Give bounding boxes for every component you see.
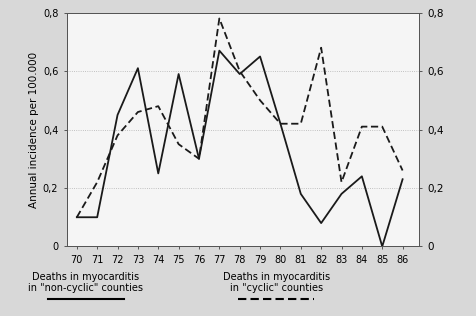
Text: Deaths in myocarditis
in "cyclic" counties: Deaths in myocarditis in "cyclic" counti… [222,272,330,293]
Y-axis label: Annual incidence per 100.000: Annual incidence per 100.000 [29,52,39,208]
Text: Deaths in myocarditis
in "non-cyclic" counties: Deaths in myocarditis in "non-cyclic" co… [28,272,143,293]
